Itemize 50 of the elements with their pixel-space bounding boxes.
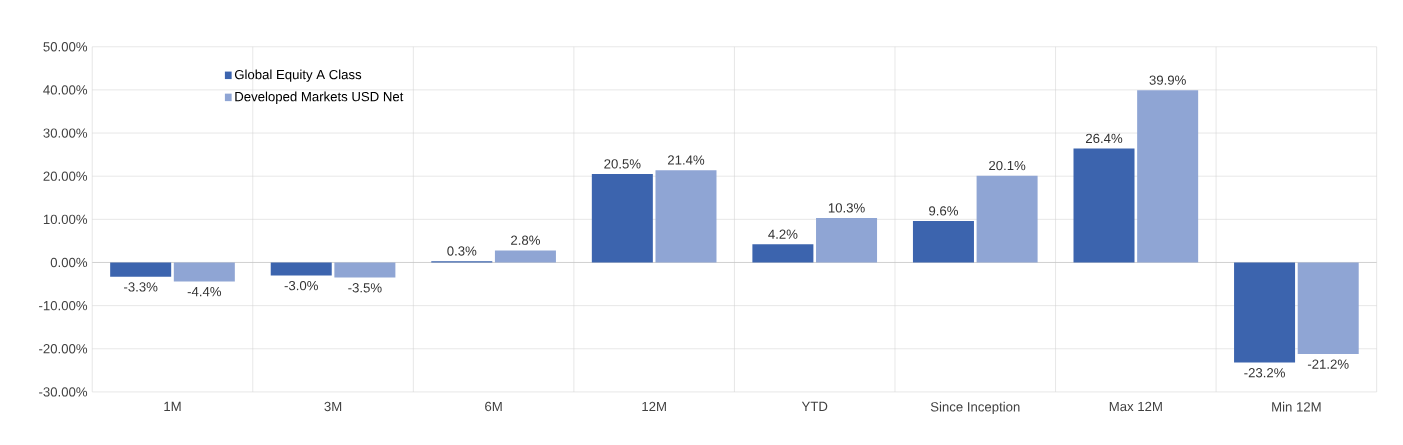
y-tick-label: -10.00% xyxy=(39,301,88,311)
y-tick-label: 10.00% xyxy=(43,214,88,225)
bar xyxy=(1297,262,1359,355)
x-tick-label: Since Inception xyxy=(930,402,1020,415)
x-tick-label: YTD xyxy=(801,402,828,412)
y-tick-label: -20.00% xyxy=(39,344,88,354)
legend-label: Global Equity A Class xyxy=(234,69,362,83)
y-tick-label: 20.00% xyxy=(43,171,88,182)
data-label: 26.4% xyxy=(1085,133,1123,144)
data-label: 4.2% xyxy=(768,229,798,240)
bar xyxy=(655,170,717,263)
bar xyxy=(816,218,878,263)
data-label: -3.5% xyxy=(348,283,382,293)
data-label: 10.3% xyxy=(828,203,865,213)
bar xyxy=(1137,90,1199,263)
legend-label: Developed Markets USD Net xyxy=(235,91,404,105)
bar xyxy=(1234,262,1296,363)
y-tick-label: -30.00% xyxy=(39,387,88,397)
bar xyxy=(494,250,556,263)
y-tick-label: 30.00% xyxy=(43,128,88,138)
data-label: -3.0% xyxy=(284,281,318,291)
bar xyxy=(173,262,235,282)
bar xyxy=(110,262,172,277)
data-label: 20.1% xyxy=(989,161,1026,171)
x-tick-label: Min 12M xyxy=(1272,402,1321,412)
data-label: -4.4% xyxy=(187,287,222,297)
y-tick-label: 50.00% xyxy=(43,42,88,52)
x-tick-label: 12M xyxy=(642,402,666,412)
x-tick-label: 1M xyxy=(164,402,181,412)
bar xyxy=(1073,148,1135,263)
data-label: 0.3% xyxy=(447,246,477,256)
data-label: -21.2% xyxy=(1307,359,1349,369)
bar xyxy=(912,221,974,263)
data-label: 21.4% xyxy=(667,155,705,165)
bar xyxy=(591,174,653,263)
data-label: 9.6% xyxy=(929,206,959,216)
bar xyxy=(976,175,1038,263)
data-label: 20.5% xyxy=(604,159,641,169)
x-tick-label: 6M xyxy=(485,402,502,412)
y-tick-label: 40.00% xyxy=(43,85,88,95)
data-label: 2.8% xyxy=(511,235,540,246)
data-label: -23.2% xyxy=(1244,368,1285,378)
bar xyxy=(752,244,814,263)
data-label: 39.9% xyxy=(1149,75,1186,85)
bar xyxy=(334,262,396,278)
x-tick-label: 3M xyxy=(324,402,342,412)
y-tick-label: 0.00% xyxy=(50,258,88,268)
bar xyxy=(270,262,332,276)
data-label: -3.3% xyxy=(124,282,158,292)
x-tick-label: Max 12M xyxy=(1109,402,1162,412)
